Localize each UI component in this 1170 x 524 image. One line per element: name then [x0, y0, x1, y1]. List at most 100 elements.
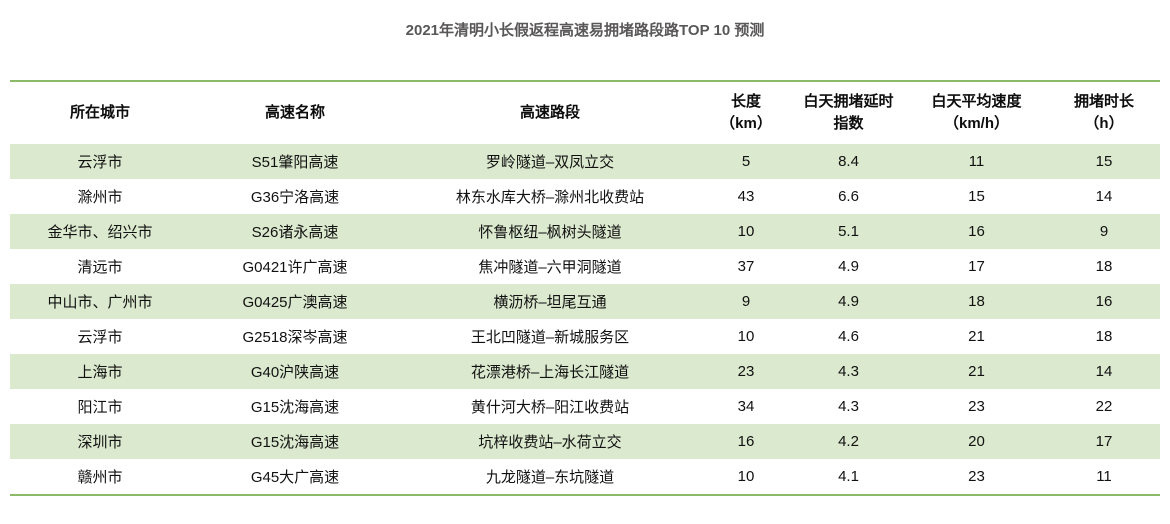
congestion-table: 所在城市 高速名称 高速路段 长度 （km） 白天拥堵延时 指数 白天平均速度 （km… — [10, 80, 1160, 496]
cell-delay-index: 8.4 — [792, 144, 905, 179]
cell-avg-speed: 18 — [905, 284, 1048, 319]
cell-avg-speed: 16 — [905, 214, 1048, 249]
cell-city: 云浮市 — [10, 144, 190, 179]
cell-city: 中山市、广州市 — [10, 284, 190, 319]
cell-city: 云浮市 — [10, 319, 190, 354]
cell-avg-speed: 21 — [905, 354, 1048, 389]
table-row: 滁州市 G36宁洛高速 林东水库大桥–滁州北收费站 43 6.6 15 14 — [10, 179, 1160, 214]
table-row: 阳江市 G15沈海高速 黄什河大桥–阳江收费站 34 4.3 23 22 — [10, 389, 1160, 424]
cell-highway: S51肇阳高速 — [190, 144, 400, 179]
column-header-delay-index: 白天拥堵延时 指数 — [792, 81, 905, 144]
cell-section: 林东水库大桥–滁州北收费站 — [400, 179, 700, 214]
cell-city: 滁州市 — [10, 179, 190, 214]
table-body: 云浮市 S51肇阳高速 罗岭隧道–双凤立交 5 8.4 11 15 滁州市 G3… — [10, 144, 1160, 495]
cell-section: 横沥桥–坦尾互通 — [400, 284, 700, 319]
cell-duration: 15 — [1048, 144, 1160, 179]
header-label-line2: 指数 — [833, 115, 864, 132]
cell-duration: 18 — [1048, 249, 1160, 284]
cell-section: 焦冲隧道–六甲洞隧道 — [400, 249, 700, 284]
cell-highway: G36宁洛高速 — [190, 179, 400, 214]
cell-length: 10 — [700, 459, 792, 495]
cell-delay-index: 6.6 — [792, 179, 905, 214]
cell-highway: G15沈海高速 — [190, 424, 400, 459]
cell-city: 上海市 — [10, 354, 190, 389]
header-label: 白天拥堵延时 — [803, 93, 894, 110]
cell-delay-index: 4.3 — [792, 389, 905, 424]
cell-length: 34 — [700, 389, 792, 424]
cell-duration: 17 — [1048, 424, 1160, 459]
cell-section: 怀鲁枢纽–枫树头隧道 — [400, 214, 700, 249]
table-row: 清远市 G0421许广高速 焦冲隧道–六甲洞隧道 37 4.9 17 18 — [10, 249, 1160, 284]
cell-length: 9 — [700, 284, 792, 319]
table-row: 中山市、广州市 G0425广澳高速 横沥桥–坦尾互通 9 4.9 18 16 — [10, 284, 1160, 319]
cell-length: 10 — [700, 214, 792, 249]
cell-highway: G2518深岑高速 — [190, 319, 400, 354]
cell-section: 九龙隧道–东坑隧道 — [400, 459, 700, 495]
header-row: 所在城市 高速名称 高速路段 长度 （km） 白天拥堵延时 指数 白天平均速度 （km… — [10, 81, 1160, 144]
cell-length: 37 — [700, 249, 792, 284]
cell-highway: S26诸永高速 — [190, 214, 400, 249]
header-label: 长度 — [730, 93, 761, 110]
cell-avg-speed: 20 — [905, 424, 1048, 459]
cell-duration: 14 — [1048, 179, 1160, 214]
cell-duration: 9 — [1048, 214, 1160, 249]
cell-length: 43 — [700, 179, 792, 214]
cell-city: 金华市、绍兴市 — [10, 214, 190, 249]
cell-delay-index: 4.3 — [792, 354, 905, 389]
cell-city: 清远市 — [10, 249, 190, 284]
column-header-duration: 拥堵时长 （h） — [1048, 81, 1160, 144]
cell-avg-speed: 21 — [905, 319, 1048, 354]
cell-section: 黄什河大桥–阳江收费站 — [400, 389, 700, 424]
header-label: 高速路段 — [519, 104, 580, 121]
cell-highway: G45大广高速 — [190, 459, 400, 495]
cell-duration: 14 — [1048, 354, 1160, 389]
cell-delay-index: 4.2 — [792, 424, 905, 459]
cell-duration: 16 — [1048, 284, 1160, 319]
cell-avg-speed: 23 — [905, 389, 1048, 424]
cell-avg-speed: 17 — [905, 249, 1048, 284]
table-row: 赣州市 G45大广高速 九龙隧道–东坑隧道 10 4.1 23 11 — [10, 459, 1160, 495]
header-label-line2: （km） — [720, 115, 772, 132]
table-header: 所在城市 高速名称 高速路段 长度 （km） 白天拥堵延时 指数 白天平均速度 （km… — [10, 81, 1160, 144]
cell-highway: G40沪陕高速 — [190, 354, 400, 389]
cell-delay-index: 4.1 — [792, 459, 905, 495]
cell-length: 16 — [700, 424, 792, 459]
cell-duration: 11 — [1048, 459, 1160, 495]
header-label: 高速名称 — [264, 104, 325, 121]
cell-length: 10 — [700, 319, 792, 354]
cell-highway: G15沈海高速 — [190, 389, 400, 424]
page-title: 2021年清明小长假返程高速易拥堵路段路TOP 10 预测 — [405, 22, 765, 39]
cell-delay-index: 4.6 — [792, 319, 905, 354]
cell-delay-index: 4.9 — [792, 249, 905, 284]
header-label-line2: （h） — [1084, 115, 1124, 132]
header-label: 白天平均速度 — [931, 93, 1022, 110]
header-label-line2: （km/h） — [943, 115, 1009, 132]
table-row: 云浮市 G2518深岑高速 王北凹隧道–新城服务区 10 4.6 21 18 — [10, 319, 1160, 354]
cell-highway: G0425广澳高速 — [190, 284, 400, 319]
cell-highway: G0421许广高速 — [190, 249, 400, 284]
cell-duration: 18 — [1048, 319, 1160, 354]
cell-length: 23 — [700, 354, 792, 389]
header-label: 拥堵时长 — [1073, 93, 1134, 110]
cell-delay-index: 5.1 — [792, 214, 905, 249]
cell-section: 坑梓收费站–水荷立交 — [400, 424, 700, 459]
cell-city: 阳江市 — [10, 389, 190, 424]
table-row: 云浮市 S51肇阳高速 罗岭隧道–双凤立交 5 8.4 11 15 — [10, 144, 1160, 179]
cell-section: 王北凹隧道–新城服务区 — [400, 319, 700, 354]
cell-length: 5 — [700, 144, 792, 179]
cell-section: 罗岭隧道–双凤立交 — [400, 144, 700, 179]
column-header-section: 高速路段 — [400, 81, 700, 144]
column-header-length: 长度 （km） — [700, 81, 792, 144]
cell-city: 深圳市 — [10, 424, 190, 459]
column-header-city: 所在城市 — [10, 81, 190, 144]
cell-city: 赣州市 — [10, 459, 190, 495]
table-row: 金华市、绍兴市 S26诸永高速 怀鲁枢纽–枫树头隧道 10 5.1 16 9 — [10, 214, 1160, 249]
cell-delay-index: 4.9 — [792, 284, 905, 319]
cell-avg-speed: 15 — [905, 179, 1048, 214]
header-label: 所在城市 — [69, 104, 130, 121]
cell-avg-speed: 11 — [905, 144, 1048, 179]
column-header-highway: 高速名称 — [190, 81, 400, 144]
cell-avg-speed: 23 — [905, 459, 1048, 495]
column-header-avg-speed: 白天平均速度 （km/h） — [905, 81, 1048, 144]
